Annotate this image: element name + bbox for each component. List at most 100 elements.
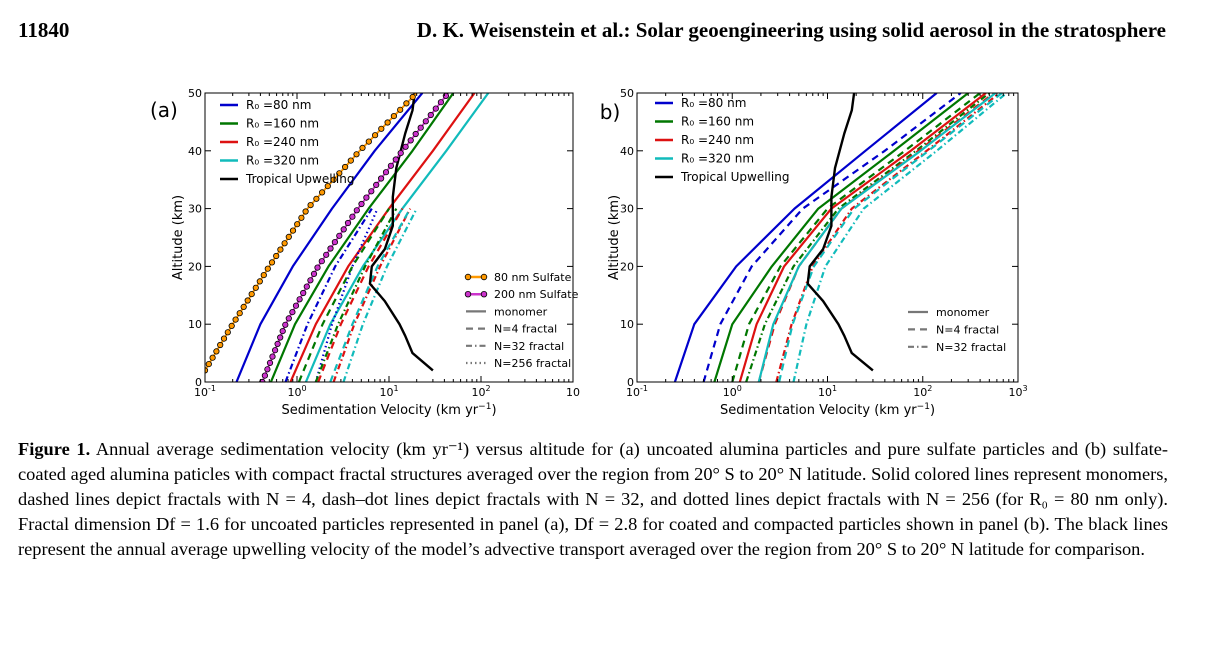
x-axis-label: Sedimentation Velocity (km yr−1)	[720, 402, 935, 418]
y-tick-label: 50	[620, 87, 634, 100]
legend-label: R₀ =160 nm	[681, 115, 754, 129]
legend-label: Tropical Upwelling	[245, 172, 354, 186]
series-marker-sulfate80	[371, 132, 379, 139]
plot-series-group	[673, 93, 1008, 382]
series-marker-sulfate200	[269, 353, 276, 360]
x-tick-exponent: 3	[1022, 384, 1027, 393]
series-marker-sulfate80	[307, 202, 314, 209]
plot-series-group	[205, 93, 490, 382]
legend-label: N=4 fractal	[494, 323, 557, 336]
x-axis-label-end: )	[930, 403, 935, 418]
series-marker-sulfate200	[382, 169, 390, 176]
series-line-r80-solid	[673, 93, 938, 382]
legend-label: Tropical Upwelling	[680, 170, 789, 184]
x-tick-label: 100	[723, 384, 742, 399]
y-tick-label: 20	[188, 260, 202, 273]
series-marker-sulfate200	[285, 315, 292, 322]
series-line-r240-dashed	[317, 208, 404, 382]
series-line-r80-dotted	[314, 208, 379, 382]
series-line-r160-dashed	[297, 208, 390, 382]
series-marker-sulfate200	[266, 359, 274, 366]
series-marker-sulfate200	[296, 296, 303, 303]
figure-caption: Figure 1. Annual average sedimentation v…	[18, 437, 1168, 562]
series-marker-sulfate200	[373, 181, 380, 189]
legend-marker	[464, 290, 472, 298]
series-line-upwelling-solid	[368, 93, 434, 372]
figure: (a) 10-1 100 101 102 10 0 10 20 30 40 50 Sedimentati…	[0, 75, 1208, 425]
series-marker-sulfate80	[294, 221, 301, 228]
series-marker-sulfate200	[344, 219, 352, 227]
x-tick-label: 100	[287, 384, 306, 399]
series-marker-sulfate80	[324, 183, 331, 190]
series-marker-sulfate200	[318, 258, 325, 265]
series-marker-sulfate200	[310, 270, 318, 277]
series-line-r320-dashed	[329, 208, 412, 382]
y-tick-label: 30	[620, 203, 634, 216]
legend-label: R₀ =80 nm	[246, 98, 311, 112]
series-marker-sulfate80	[205, 360, 212, 368]
series-marker-sulfate80	[403, 100, 410, 107]
legend-marker	[480, 273, 488, 281]
x-axis-label: Sedimentation Velocity (km yr−1)	[281, 402, 496, 418]
series-marker-sulfate200	[303, 283, 310, 290]
x-tick-exponent: 2	[927, 384, 932, 393]
series-marker-sulfate80	[248, 291, 255, 298]
x-tick-label: 10	[566, 386, 580, 399]
series-marker-sulfate80	[298, 214, 305, 221]
x-tick-label: 103	[1008, 384, 1027, 399]
series-marker-sulfate80	[285, 233, 292, 240]
y-tick-label: 10	[620, 318, 634, 331]
series-marker-sulfate80	[397, 106, 404, 113]
series-line-r240-dashdot	[775, 93, 1001, 382]
legend-label: N=32 fractal	[494, 340, 564, 353]
legend-label: R₀ =80 nm	[681, 96, 746, 110]
caption-text: Annual average sedimentation velocity (k…	[18, 439, 1168, 559]
series-marker-sulfate80	[224, 329, 231, 336]
series-marker-sulfate200	[432, 105, 439, 112]
series-marker-sulfate80	[359, 144, 366, 152]
series-marker-sulfate200	[274, 340, 281, 347]
series-marker-sulfate80	[240, 303, 247, 310]
series-marker-sulfate80	[277, 246, 284, 253]
series-line-r160-dashdot	[314, 208, 398, 382]
legend-label: monomer	[494, 305, 548, 318]
y-tick-label: 50	[188, 87, 202, 100]
series-marker-sulfate200	[353, 207, 360, 214]
x-tick-exponent: 1	[832, 384, 837, 393]
x-axis-label-end: )	[491, 403, 496, 418]
legend-marker	[464, 273, 472, 281]
series-marker-sulfate200	[277, 334, 284, 341]
series-marker-sulfate80	[302, 208, 309, 215]
series-line-r240-solid	[738, 93, 987, 382]
series-marker-sulfate80	[232, 316, 239, 323]
series-marker-sulfate200	[300, 289, 307, 297]
series-marker-sulfate200	[261, 372, 268, 379]
series-line-r320-dashdot	[342, 208, 418, 382]
series-marker-sulfate200	[282, 321, 289, 328]
y-tick-label: 10	[188, 318, 202, 331]
series-line-r160-solid	[269, 93, 455, 382]
series-marker-sulfate80	[318, 189, 326, 196]
series-marker-sulfate80	[341, 163, 349, 171]
series-marker-sulfate200	[307, 277, 314, 284]
series-marker-sulfate200	[427, 111, 434, 119]
series-marker-sulfate200	[437, 99, 444, 106]
series-marker-sulfate200	[363, 194, 370, 201]
series-marker-sulfate80	[236, 310, 243, 317]
legend-label: R₀ =240 nm	[246, 135, 319, 149]
series-marker-sulfate200	[279, 328, 286, 335]
y-tick-label: 40	[188, 145, 202, 158]
series-marker-sulfate80	[220, 335, 228, 342]
series-marker-sulfate80	[268, 259, 276, 266]
panel-b-chart: (b)10-110010110210301020304050Sedimentat…	[600, 87, 1028, 418]
series-marker-sulfate200	[358, 200, 365, 208]
x-axis-label-sup: −1	[917, 402, 930, 412]
series-line-r240-dashdot	[332, 208, 412, 382]
x-tick-exponent: 2	[485, 384, 490, 393]
series-line-r80-dashed	[702, 93, 962, 382]
panel-a-chart: (a)10-1 100 101 102 1001020304050Sedimentati…	[150, 87, 580, 418]
series-marker-sulfate200	[412, 130, 419, 138]
legend-label: R₀ =320 nm	[681, 152, 754, 166]
page-header: 11840 D. K. Weisenstein et al.: Solar ge…	[18, 18, 1166, 46]
series-marker-sulfate200	[392, 156, 399, 163]
